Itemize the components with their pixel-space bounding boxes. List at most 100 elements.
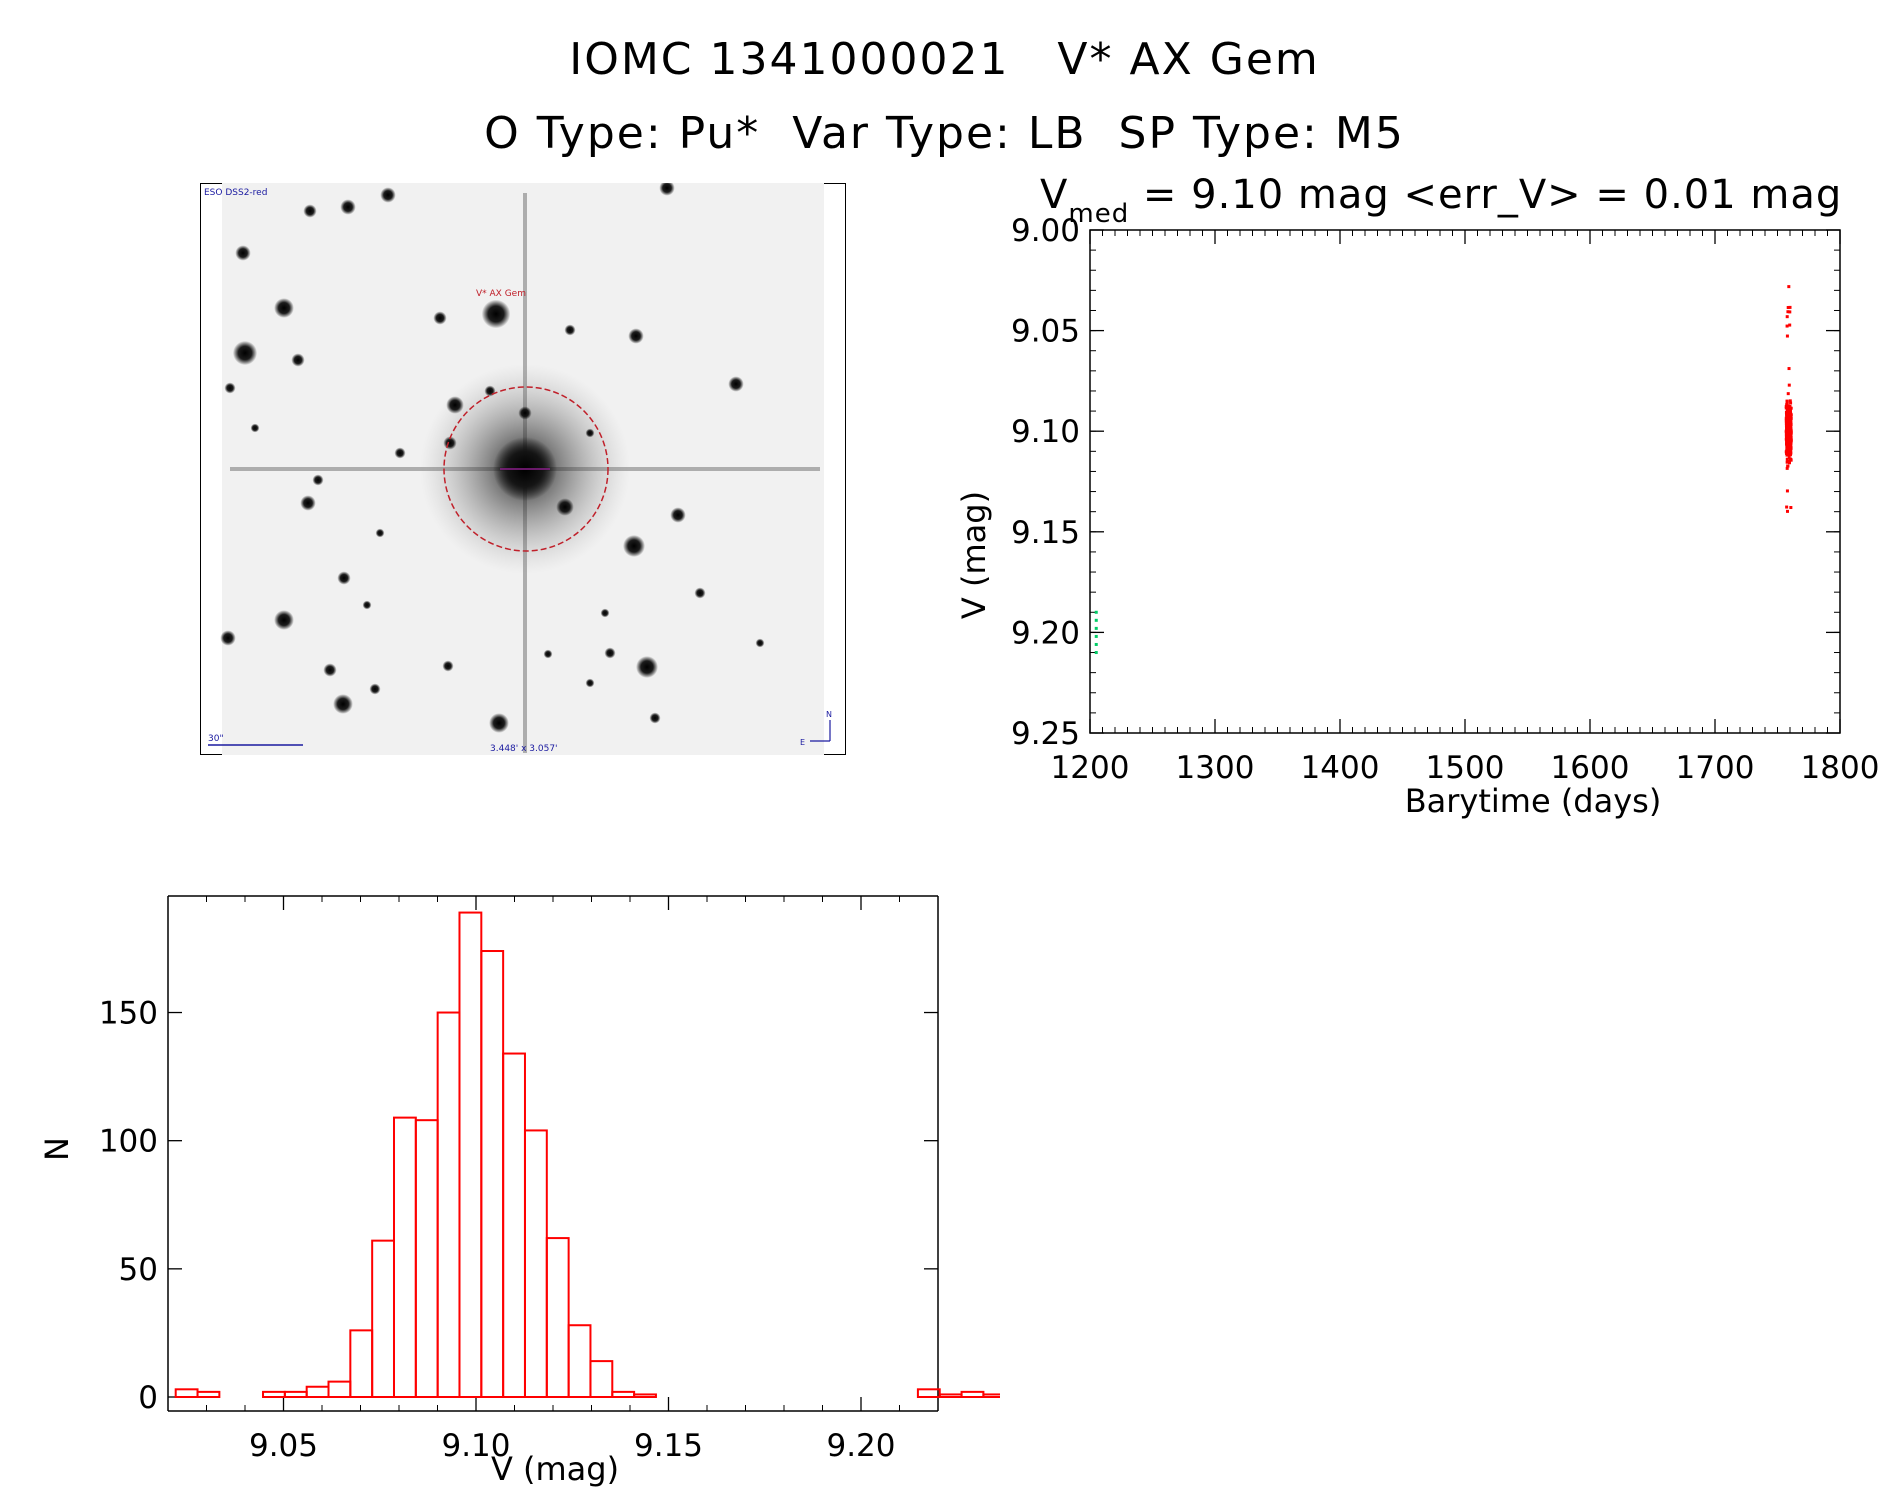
title-rest: = 9.10 mag <err_V> = 0.01 mag <box>1129 172 1842 218</box>
data-point <box>1787 424 1791 428</box>
star <box>489 713 509 733</box>
star <box>274 298 294 318</box>
histogram-bar <box>436 1011 461 1399</box>
east-label: E <box>800 738 805 747</box>
data-point <box>1788 453 1792 457</box>
histogram-bar <box>589 1360 614 1398</box>
data-point <box>1787 383 1791 387</box>
star <box>312 474 324 486</box>
data-point <box>1789 413 1793 417</box>
star <box>600 608 610 618</box>
star-field <box>220 183 765 733</box>
data-point <box>1784 410 1788 414</box>
data-point <box>1789 406 1793 410</box>
star <box>564 324 576 336</box>
histogram-bar <box>916 1388 941 1399</box>
data-point <box>1787 414 1791 418</box>
data-point <box>1788 323 1792 327</box>
star <box>340 199 356 215</box>
hist-x-tick-label: 9.20 <box>826 1428 895 1464</box>
data-point <box>1094 642 1098 646</box>
data-point <box>1787 422 1791 426</box>
hist-x-tick-label: 9.15 <box>634 1428 703 1464</box>
hist-y-tick-label: 50 <box>119 1252 158 1288</box>
data-point <box>1785 505 1789 509</box>
data-point <box>1788 444 1792 448</box>
x-tick-label: 1700 <box>1676 750 1755 786</box>
data-point <box>1786 444 1790 448</box>
histogram-bar <box>633 1393 657 1398</box>
data-point <box>1786 430 1790 434</box>
star <box>375 528 385 538</box>
data-point <box>1789 401 1793 405</box>
histogram-bar <box>327 1380 352 1398</box>
star <box>556 498 574 516</box>
data-point <box>1786 306 1790 310</box>
data-point <box>1784 430 1788 434</box>
star <box>380 187 396 203</box>
fov-label: 3.448' x 3.057' <box>490 744 558 754</box>
star <box>585 428 595 438</box>
data-point <box>1785 324 1789 328</box>
star <box>362 600 372 610</box>
data-point <box>1785 437 1789 441</box>
title-v: V <box>1040 172 1068 218</box>
hist-y-axis-label: N <box>38 1137 76 1161</box>
data-point <box>1785 457 1789 461</box>
star <box>755 638 765 648</box>
scale-label: 30" <box>208 734 224 744</box>
data-point <box>1788 450 1792 454</box>
histogram-bar <box>174 1388 199 1399</box>
data-point <box>1787 367 1791 371</box>
x-tick-label: 1600 <box>1551 750 1630 786</box>
data-point <box>1789 428 1793 432</box>
data-point <box>1789 431 1793 435</box>
histogram-bar <box>305 1385 330 1399</box>
star <box>446 396 464 414</box>
histogram-bar <box>523 1129 548 1398</box>
data-point <box>1785 419 1789 423</box>
star <box>659 183 675 196</box>
data-point <box>1788 409 1792 413</box>
data-point <box>1785 424 1789 428</box>
data-point <box>1789 415 1793 419</box>
star <box>303 204 317 218</box>
data-point <box>1785 400 1789 404</box>
star <box>235 245 251 261</box>
star <box>291 353 305 367</box>
star <box>636 656 658 678</box>
star <box>323 663 337 677</box>
star <box>649 712 661 724</box>
hist-y-tick-label: 150 <box>99 996 158 1032</box>
star <box>728 376 744 392</box>
data-point <box>1788 420 1792 424</box>
data-point <box>1787 456 1791 460</box>
star <box>250 423 260 433</box>
data-point <box>1788 305 1792 309</box>
histogram-bar <box>262 1390 286 1398</box>
compass: N E <box>800 710 832 747</box>
data-point <box>1786 417 1790 421</box>
histogram-bar <box>371 1239 395 1398</box>
data-point <box>1785 509 1789 513</box>
data-point <box>1785 403 1789 407</box>
data-point <box>1094 634 1098 638</box>
histogram-bar <box>982 1393 1000 1398</box>
data-point <box>1785 334 1789 338</box>
x-tick-label: 1800 <box>1801 750 1880 786</box>
histogram-bar <box>349 1329 374 1398</box>
data-point <box>1785 442 1789 446</box>
survey-label: ESO DSS2-red <box>204 188 267 198</box>
data-point <box>1788 399 1792 403</box>
star <box>623 535 645 557</box>
data-point <box>1094 651 1098 655</box>
x-axis-label: Barytime (days) <box>1405 782 1662 820</box>
plot-frame <box>1089 229 1841 734</box>
hist-x-tick-label: 9.10 <box>441 1428 510 1464</box>
data-point <box>1788 439 1792 443</box>
hist-y-tick-label: 100 <box>99 1124 158 1160</box>
data-point <box>1094 618 1098 622</box>
data-point <box>1785 315 1789 319</box>
star <box>394 447 406 459</box>
star <box>232 340 258 366</box>
